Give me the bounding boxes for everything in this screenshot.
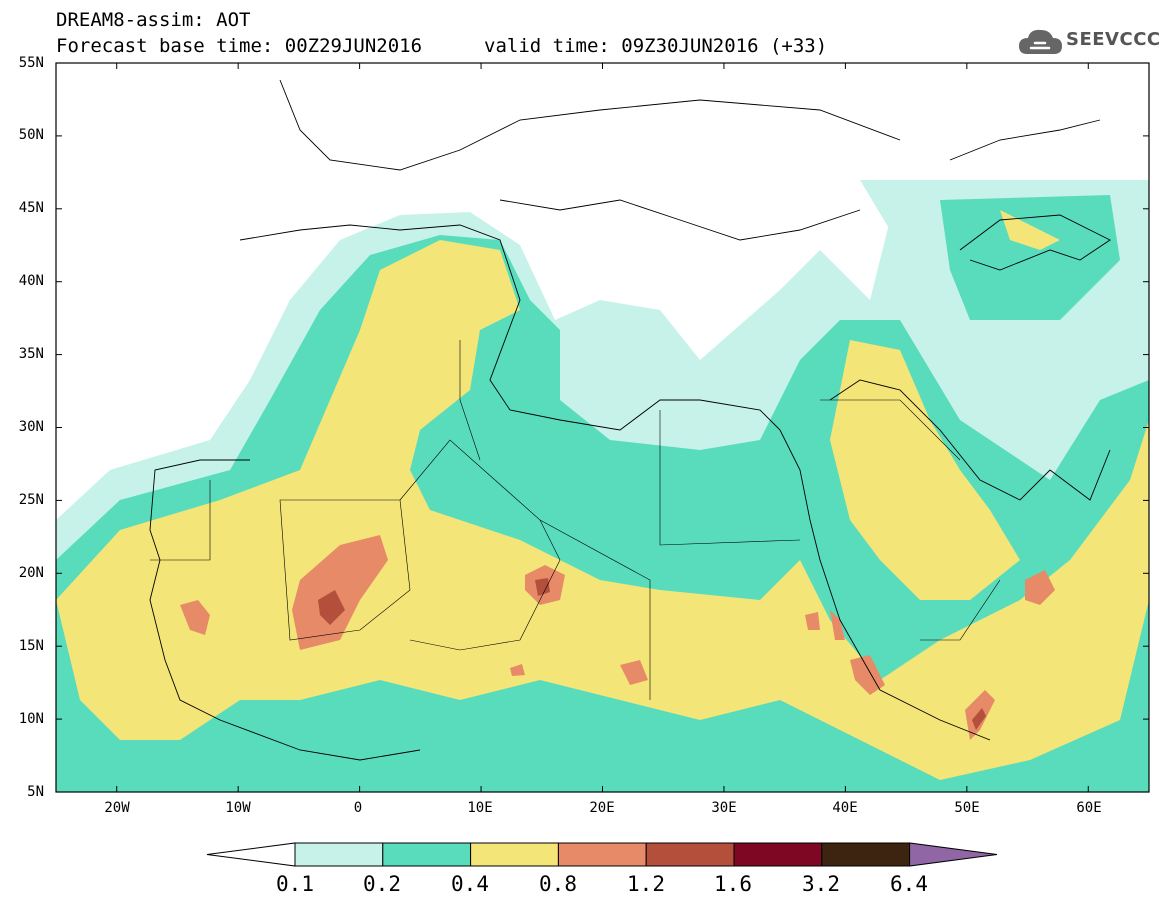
valid-time: valid time: 09Z30JUN2016 (+33) — [484, 35, 828, 57]
colorbar-label: 0.4 — [451, 872, 489, 896]
lat-label: 35N — [18, 346, 44, 362]
colorbar-segment — [557, 842, 647, 867]
colorbar-label: 0.8 — [539, 872, 577, 896]
lon-label: 50E — [954, 800, 980, 816]
map-title: DREAM8-assim: AOT — [56, 9, 251, 31]
colorbar-segment — [382, 842, 472, 867]
colorbar-over-triangle — [909, 842, 998, 867]
colorbar-segment — [470, 842, 559, 867]
lat-label: 40N — [18, 273, 44, 289]
colorbar-segment — [821, 842, 911, 867]
lat-label: 10N — [18, 711, 44, 727]
lat-label: 15N — [18, 638, 44, 654]
forecast-base-time: Forecast base time: 00Z29JUN2016 — [56, 35, 423, 57]
lon-label: 20W — [104, 800, 130, 816]
tick-marks — [56, 62, 1149, 793]
lon-label: 60E — [1076, 800, 1102, 816]
logo-text: SEEVCCC — [1066, 29, 1161, 50]
lat-label: 5N — [27, 784, 44, 800]
colorbar-label: 1.2 — [627, 872, 665, 896]
lon-label: 40E — [832, 800, 858, 816]
colorbar-under-triangle — [206, 842, 296, 867]
colorbar-label: 3.2 — [802, 872, 840, 896]
lon-label: 10W — [225, 800, 251, 816]
lat-label: 55N — [18, 55, 44, 71]
colorbar-label: 1.6 — [714, 872, 752, 896]
lat-label: 50N — [18, 127, 44, 143]
lon-label: 10E — [467, 800, 493, 816]
lon-label: 30E — [711, 800, 737, 816]
colorbar-segment — [294, 842, 384, 867]
colorbar-label: 0.2 — [363, 872, 401, 896]
lat-label: 45N — [18, 200, 44, 216]
aot-level-0.4 — [56, 210, 1149, 780]
borders — [150, 340, 1001, 700]
lat-label: 20N — [18, 565, 44, 581]
lon-label: 20E — [589, 800, 615, 816]
cloud-icon — [1019, 29, 1062, 54]
lat-label: 25N — [18, 492, 44, 508]
colorbar-label: 0.1 — [276, 872, 314, 896]
lat-label: 30N — [18, 419, 44, 435]
coastlines — [149, 79, 1111, 761]
aot-level-0.8 — [180, 535, 1055, 740]
lon-label: 0 — [353, 800, 363, 816]
colorbar-label: 6.4 — [890, 872, 928, 896]
colorbar-segment — [733, 842, 823, 867]
colorbar-segment — [645, 842, 735, 867]
aot-level-1.2 — [318, 578, 986, 730]
